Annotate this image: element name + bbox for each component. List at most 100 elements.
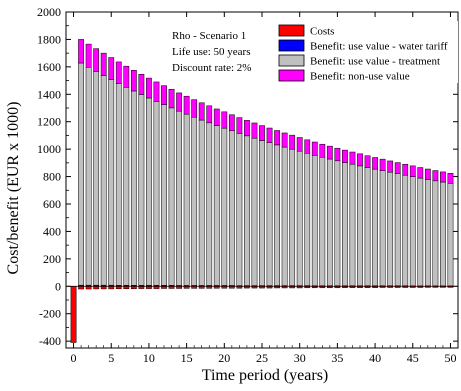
bar-benefit-non-use-value-41: [379, 158, 386, 171]
bar-benefit-use-value-treatment-11: [153, 101, 160, 286]
bar-benefit-non-use-value-30: [296, 137, 303, 152]
legend-swatch: [278, 69, 305, 82]
bar-benefit-non-use-value-5: [108, 57, 115, 80]
bar-benefit-non-use-value-31: [304, 139, 311, 154]
bar-benefit-non-use-value-43: [394, 162, 401, 174]
bar-benefit-use-value-treatment-48: [432, 180, 439, 287]
bar-benefit-non-use-value-29: [289, 134, 296, 150]
bar-benefit-non-use-value-15: [183, 95, 190, 115]
bar-benefit-non-use-value-1: [78, 39, 84, 64]
legend-label: Benefit: use value - treatment: [310, 56, 440, 68]
bar-benefit-use-value-treatment-13: [168, 107, 175, 286]
bar-costs-0: [70, 286, 77, 343]
bar-benefit-use-value-treatment-18: [206, 122, 213, 286]
x-tick-label: 5: [108, 351, 114, 365]
bars-layer: [70, 39, 454, 343]
bar-benefit-use-value-treatment-39: [364, 167, 371, 286]
legend-label: Benefit: use value - water tariff: [310, 41, 448, 53]
bar-benefit-use-value-treatment-43: [394, 173, 401, 286]
bar-benefit-use-value-treatment-27: [274, 144, 280, 286]
bar-benefit-use-value-treatment-25: [259, 140, 265, 286]
bar-benefit-use-value-treatment-34: [326, 158, 333, 286]
bar-benefit-use-value-treatment-7: [123, 87, 130, 286]
bar-benefit-non-use-value-24: [251, 122, 258, 139]
x-tick-label: 30: [294, 351, 306, 365]
bar-benefit-use-value-treatment-3: [93, 71, 100, 286]
bar-benefit-non-use-value-10: [146, 77, 152, 99]
bar-benefit-use-value-treatment-16: [191, 116, 198, 286]
bar-benefit-use-value-treatment-37: [349, 163, 356, 286]
bar-benefit-use-value-treatment-22: [236, 133, 243, 286]
bar-benefit-non-use-value-16: [191, 99, 198, 118]
bar-benefit-non-use-value-18: [206, 105, 213, 124]
bar-benefit-use-value-treatment-23: [244, 135, 250, 286]
annotation-line: Rho - Scenario 1: [172, 30, 246, 42]
bar-benefit-use-value-treatment-47: [424, 179, 431, 287]
bar-benefit-use-value-treatment-44: [402, 174, 409, 286]
annotation-line: Discount rate: 2%: [172, 62, 251, 74]
legend-label: Costs: [310, 26, 334, 38]
bar-benefit-use-value-treatment-24: [251, 137, 258, 286]
bar-benefit-non-use-value-38: [357, 153, 363, 167]
bar-benefit-non-use-value-19: [213, 108, 220, 126]
bar-benefit-use-value-treatment-32: [311, 155, 318, 286]
x-tick-label: 15: [181, 351, 193, 365]
legend-swatch: [278, 39, 305, 52]
y-tick-label: 1800: [37, 32, 61, 46]
y-axis-title: Cost/benefit (EUR x 1000): [5, 102, 22, 275]
x-tick-label: 0: [71, 351, 77, 365]
bar-benefit-non-use-value-46: [417, 167, 424, 179]
bar-benefit-use-value-treatment-14: [176, 110, 182, 286]
x-tick-label: 10: [143, 351, 155, 365]
bar-benefit-use-value-treatment-30: [296, 150, 303, 286]
bar-benefit-use-value-treatment-4: [100, 75, 107, 286]
bar-benefit-use-value-treatment-15: [183, 113, 190, 286]
bar-benefit-use-value-treatment-45: [409, 176, 416, 287]
x-axis-title: Time period (years): [202, 367, 329, 384]
y-tick-label: 0: [55, 279, 61, 293]
legend-swatch: [278, 24, 305, 37]
bar-benefit-use-value-treatment-42: [387, 171, 394, 286]
bar-costs-1: [78, 286, 84, 290]
bar-benefit-non-use-value-28: [281, 132, 288, 148]
y-tick-label: 1200: [37, 115, 61, 129]
bar-benefit-non-use-value-8: [130, 70, 137, 92]
bar-benefit-use-value-treatment-29: [289, 148, 296, 286]
legend-label: Benefit: non-use value: [310, 71, 410, 83]
bar-costs-2: [85, 286, 92, 290]
y-tick-label: 1400: [37, 87, 61, 101]
bar-benefit-non-use-value-37: [349, 151, 356, 165]
axes-layer: -400-20002004006008001000120014001600180…: [37, 5, 459, 365]
bar-benefit-non-use-value-36: [342, 149, 348, 163]
bar-benefit-non-use-value-26: [266, 127, 273, 143]
bar-benefit-use-value-treatment-33: [319, 156, 326, 286]
bar-benefit-non-use-value-42: [387, 160, 394, 173]
bar-benefit-non-use-value-34: [326, 145, 333, 160]
bar-benefit-non-use-value-6: [115, 61, 122, 84]
bar-benefit-non-use-value-35: [334, 147, 341, 162]
bar-benefit-non-use-value-22: [236, 117, 243, 134]
bar-benefit-non-use-value-27: [274, 130, 280, 146]
x-tick-label: 35: [331, 351, 343, 365]
bar-benefit-non-use-value-32: [311, 141, 318, 156]
x-tick-label: 45: [407, 351, 419, 365]
bar-benefit-non-use-value-25: [259, 125, 265, 141]
y-tick-label: -400: [39, 334, 61, 348]
bar-benefit-non-use-value-11: [153, 81, 160, 102]
bar-benefit-non-use-value-21: [228, 114, 235, 132]
y-tick-label: 1000: [37, 142, 61, 156]
bar-benefit-use-value-treatment-12: [161, 104, 167, 286]
y-tick-label: 200: [43, 252, 61, 266]
bar-benefit-non-use-value-9: [138, 74, 145, 95]
bar-benefit-use-value-treatment-38: [357, 165, 363, 286]
legend-swatch: [278, 54, 305, 67]
bar-benefit-use-value-treatment-9: [138, 94, 145, 286]
bar-benefit-use-value-treatment-10: [146, 97, 152, 286]
legend: Costs Benefit: use value - water tariff Be…: [274, 21, 458, 83]
y-tick-label: 800: [43, 170, 61, 184]
bar-benefit-non-use-value-14: [176, 92, 182, 112]
bar-benefit-non-use-value-45: [409, 165, 416, 177]
bar-benefit-use-value-treatment-31: [304, 153, 311, 286]
y-tick-label: 400: [43, 224, 61, 238]
